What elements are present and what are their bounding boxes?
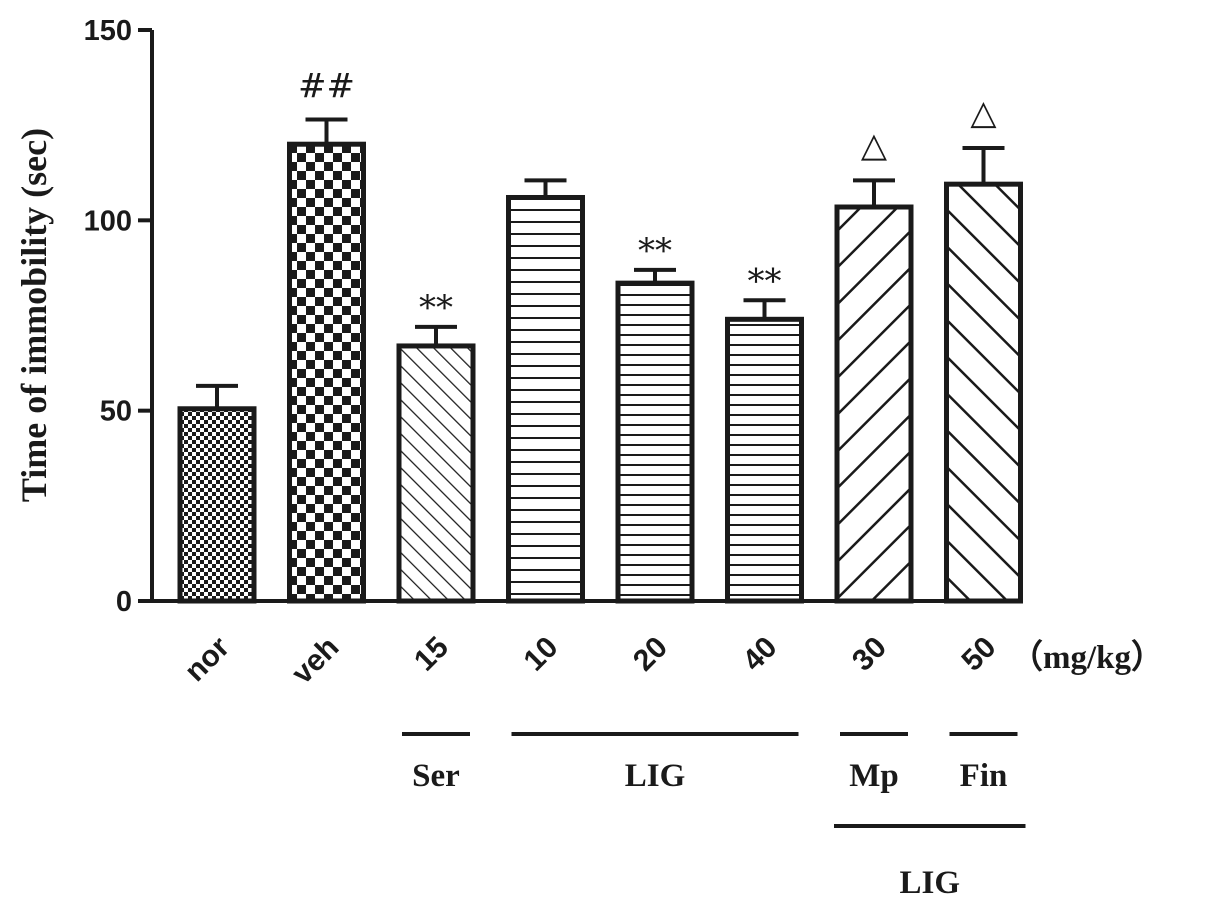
y-tick-label: 100 bbox=[84, 205, 132, 237]
bar-nor bbox=[177, 406, 257, 604]
bar-veh bbox=[287, 141, 366, 604]
category-labels: nor veh 15 10 20 40 30 50 bbox=[178, 630, 1002, 690]
group-label-2: Mp bbox=[849, 758, 899, 794]
annotation-40: ** bbox=[748, 261, 782, 301]
error-bars bbox=[196, 117, 1005, 409]
bar-15 bbox=[396, 343, 476, 604]
y-tick-label: 50 bbox=[100, 396, 132, 428]
category-label-40: 40 bbox=[737, 631, 784, 678]
significance-annotations: ## ** ** ** △ △ bbox=[298, 66, 997, 327]
category-label-veh: veh bbox=[286, 631, 346, 691]
category-label-20: 20 bbox=[627, 631, 674, 678]
y-tick-label: 150 bbox=[84, 15, 132, 47]
bar-50 bbox=[944, 181, 1023, 604]
category-label-50: 50 bbox=[956, 631, 1003, 678]
unit-label: （mg/kg） bbox=[1010, 639, 1164, 676]
annotation-20: ** bbox=[638, 231, 672, 271]
annotation-15: ** bbox=[419, 288, 453, 328]
bars bbox=[177, 141, 1023, 604]
group-brackets: Ser LIG Mp Fin LIG bbox=[402, 732, 1026, 901]
group-label-3: Fin bbox=[960, 758, 1008, 794]
y-tick-label: 0 bbox=[116, 586, 132, 618]
y-axis-title: Time of immobility (sec) bbox=[14, 128, 54, 502]
category-label-15: 15 bbox=[408, 631, 455, 678]
group-label-4: LIG bbox=[899, 865, 960, 901]
group-label-1: LIG bbox=[625, 758, 686, 794]
category-label-nor: nor bbox=[178, 630, 236, 688]
annotation-30: △ bbox=[861, 125, 888, 165]
annotation-veh: ## bbox=[298, 66, 355, 106]
category-label-30: 30 bbox=[846, 631, 893, 678]
bar-10 bbox=[506, 194, 585, 604]
bar-20 bbox=[615, 280, 695, 604]
bar-40 bbox=[725, 316, 804, 604]
bar-30 bbox=[834, 204, 914, 604]
category-label-10: 10 bbox=[518, 631, 565, 678]
annotation-50: △ bbox=[970, 93, 997, 133]
y-ticks: 0 50 100 150 bbox=[84, 15, 152, 618]
group-label-0: Ser bbox=[412, 758, 460, 794]
